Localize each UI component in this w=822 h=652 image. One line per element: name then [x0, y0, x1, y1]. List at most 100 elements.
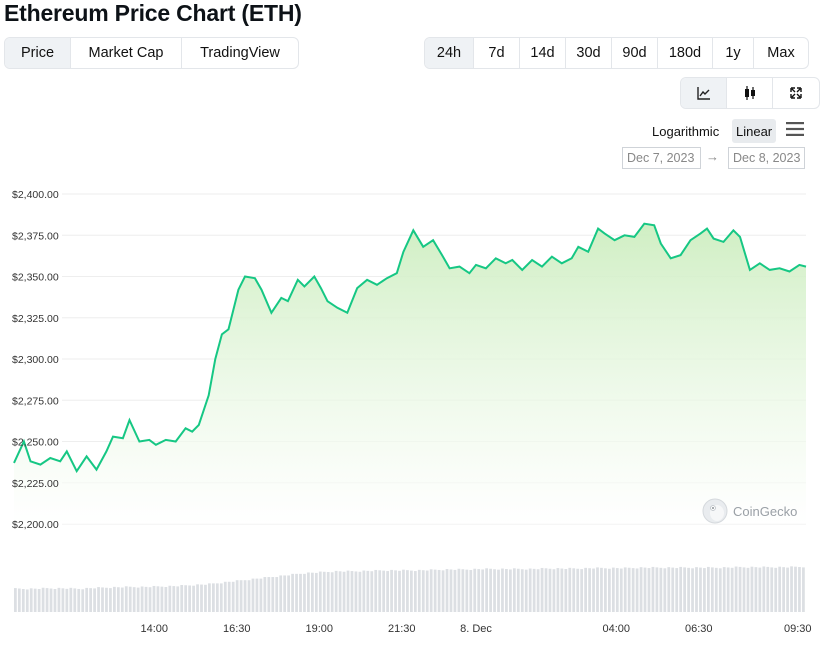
volume-bar [516, 568, 520, 612]
volume-bar [49, 588, 53, 612]
hamburger-menu-icon[interactable] [786, 122, 804, 136]
range-90d[interactable]: 90d [612, 38, 658, 68]
volume-bar [37, 589, 41, 612]
volume-bar [572, 568, 576, 612]
volume-bar [520, 569, 524, 612]
volume-bar [536, 569, 540, 612]
tab-tradingview[interactable]: TradingView [200, 45, 280, 61]
volume-bar [354, 571, 358, 612]
volume-bar [255, 578, 259, 612]
volume-bar [663, 568, 667, 612]
tab-price[interactable]: Price [5, 38, 71, 68]
volume-bar [176, 586, 180, 612]
volume-bar [113, 586, 116, 612]
y-tick-label: $2,325.00 [12, 313, 59, 325]
tab-market-cap[interactable]: Market Cap [71, 38, 182, 68]
y-tick-label: $2,275.00 [12, 395, 59, 407]
volume-bar [374, 569, 378, 612]
volume-bar [342, 571, 346, 612]
price-line [13, 222, 807, 474]
date-from-input[interactable] [622, 147, 701, 169]
fullscreen-icon [790, 87, 802, 99]
candlestick-button[interactable] [727, 78, 773, 108]
volume-bar [105, 587, 108, 612]
volume-bar [596, 567, 599, 612]
x-tick-label: 19:00 [305, 623, 333, 635]
volume-bar [81, 589, 85, 612]
volume-bar [552, 569, 556, 612]
range-24h[interactable]: 24h [425, 38, 474, 68]
volume-bar [623, 567, 627, 612]
volume-bar [148, 587, 152, 612]
view-tabs: Price Market Cap TradingView [4, 37, 299, 69]
volume-bar [485, 568, 488, 612]
volume-bar [109, 588, 112, 612]
volume-bar [188, 585, 191, 612]
volume-bar [798, 567, 801, 612]
volume-bar [560, 568, 564, 612]
volume-bar [196, 584, 199, 612]
volume-bar [425, 570, 429, 612]
volume-bar [667, 567, 671, 612]
volume-bar [695, 567, 698, 612]
volume-bars [14, 566, 805, 612]
volume-bar [89, 588, 92, 612]
volume-bar [600, 567, 603, 612]
volume-bar [318, 571, 322, 612]
range-14d[interactable]: 14d [520, 38, 566, 68]
price-chart[interactable]: $2,400.00 $2,375.00 $2,350.00 $2,325.00 $2,3… [0, 180, 822, 652]
volume-bar [489, 568, 492, 612]
volume-bar [449, 569, 453, 612]
chart-type-toggle [680, 77, 820, 109]
volume-bar [366, 570, 370, 612]
volume-bar [85, 587, 89, 612]
watermark-text: CoinGecko [733, 503, 798, 519]
volume-bar [330, 572, 334, 612]
volume-bar [592, 568, 595, 612]
volume-bar [576, 568, 580, 612]
volume-bar [212, 583, 215, 612]
volume-bar [338, 571, 342, 612]
range-180d[interactable]: 180d [658, 38, 713, 68]
x-tick-label: 21:30 [388, 623, 416, 635]
volume-bar [53, 589, 57, 612]
scale-logarithmic[interactable]: Logarithmic [652, 123, 720, 139]
volume-bar [77, 588, 81, 612]
volume-bar [647, 568, 651, 612]
range-1y[interactable]: 1y [713, 38, 754, 68]
volume-bar [235, 580, 239, 612]
volume-bar [93, 588, 96, 612]
volume-bar [287, 575, 290, 612]
volume-bar [469, 569, 473, 612]
range-max[interactable]: Max [767, 45, 795, 61]
volume-bar [421, 570, 425, 612]
volume-bar [568, 567, 572, 612]
volume-bar [219, 583, 223, 612]
volume-bar [433, 569, 437, 612]
volume-bar [275, 577, 279, 612]
range-7d[interactable]: 7d [474, 38, 520, 68]
volume-bar [267, 577, 271, 612]
line-chart-icon [696, 87, 710, 100]
volume-bar [754, 567, 758, 612]
volume-bar [243, 580, 247, 612]
volume-bar [619, 568, 623, 612]
date-to-input[interactable] [728, 147, 805, 169]
volume-bar [750, 566, 754, 612]
volume-bar [215, 583, 219, 612]
volume-bar [128, 586, 132, 612]
volume-bar [643, 567, 647, 612]
coingecko-watermark: CoinGecko [702, 498, 797, 524]
volume-bar [386, 571, 389, 612]
price-area-fill [14, 223, 806, 524]
fullscreen-button[interactable] [773, 78, 819, 108]
volume-bar [382, 570, 386, 612]
volume-bar [69, 587, 73, 612]
x-tick-label: 14:00 [140, 623, 168, 635]
line-chart-button[interactable] [681, 78, 727, 108]
range-30d[interactable]: 30d [566, 38, 612, 68]
volume-bar [758, 567, 762, 612]
y-tick-label: $2,350.00 [12, 272, 59, 284]
volume-bar [180, 585, 184, 612]
scale-linear[interactable]: Linear [732, 119, 777, 143]
